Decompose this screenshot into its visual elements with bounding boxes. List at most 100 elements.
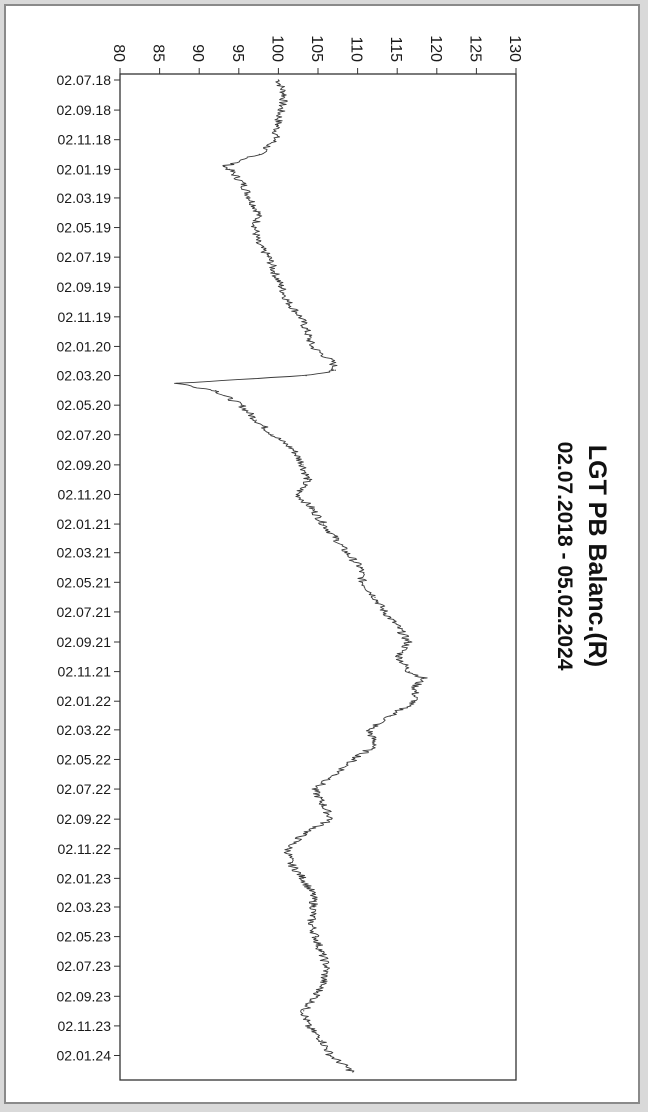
data-point [368,729,370,731]
data-point [310,921,312,923]
data-point [360,567,362,569]
data-point [408,671,410,673]
data-point [422,677,424,679]
series-line [174,79,428,1073]
date-tick-label: 02.11.20 [58,486,112,502]
rotated-line-chart: 80 85 90 95 100 105 110 115 120 125 130 02.07.1802… [57,35,611,1081]
chart-subtitle: 02.07.2018 - 05.02.2024 [553,442,576,671]
data-point [176,382,178,384]
date-tick-label: 02.07.18 [57,72,112,88]
date-tick-label: 02.05.21 [57,574,112,590]
data-point [268,256,270,258]
date-tick-label: 02.01.24 [57,1047,112,1063]
plot-border [119,73,517,1081]
data-point [326,965,328,967]
data-point [272,434,274,436]
data-point [307,478,309,480]
date-tick-label: 02.01.21 [57,516,112,532]
data-point [277,79,279,81]
data-point [306,330,308,332]
date-tick-label: 02.01.19 [57,161,112,177]
data-point [287,848,289,850]
date-tick-label: 02.05.22 [57,751,112,767]
plot-area [119,73,517,1081]
data-point [307,1025,309,1027]
data-point [280,109,282,111]
date-tick-label: 02.07.19 [57,249,112,265]
date-tick-label: 02.09.22 [57,811,112,827]
data-point [300,316,302,318]
data-point [249,197,251,199]
value-tick-label: 80 [110,44,127,62]
data-point [375,744,377,746]
data-point [223,165,226,167]
date-tick-label: 02.05.20 [57,397,112,413]
data-point [352,1071,354,1073]
data-point [383,611,386,613]
value-tick-label: 100 [268,35,285,62]
data-point [258,212,260,214]
data-point [315,936,317,938]
data-point [302,877,304,880]
data-point [303,1010,305,1012]
data-point [330,1054,332,1057]
data-point [315,995,317,997]
value-tick-label: 110 [348,36,365,62]
data-point [374,596,376,599]
date-tick-label: 02.03.23 [57,899,112,915]
value-tick-label: 120 [427,35,444,62]
data-point [398,656,400,658]
date-axis: 02.07.18 02.09.18 02.11.18 02.01.19 02.03.19… [57,72,120,1063]
data-point [322,803,324,805]
series-line-layer [174,79,428,1073]
data-point [353,758,355,761]
data-point [311,345,313,347]
value-tick-label: 85 [150,44,167,62]
data-point [287,301,289,303]
data-point [254,226,256,229]
date-tick-label: 02.09.19 [57,279,112,295]
date-tick-label: 02.03.20 [57,368,112,384]
data-point [296,493,298,496]
data-point [414,685,416,687]
date-tick-label: 02.03.21 [57,545,112,561]
date-tick-label: 02.09.18 [57,102,112,118]
data-point [277,124,279,126]
data-point [292,449,294,451]
date-tick-label: 02.09.21 [57,634,112,650]
data-point [284,94,286,96]
date-tick-label: 02.09.23 [57,988,112,1004]
data-point [311,508,314,510]
data-point [330,818,333,820]
title-group: LGT PB Balanc.(R) 02.07.2018 - 05.02.202… [553,442,611,671]
value-tick-label: 130 [506,35,523,62]
data-point [335,773,337,776]
data-point [320,951,322,953]
date-tick-label: 02.07.23 [57,958,112,974]
value-tick-label: 90 [189,44,206,62]
data-point [334,369,336,371]
date-tick-label: 02.11.21 [58,664,112,680]
data-point [258,153,260,155]
data-point [322,980,325,982]
data-point [289,862,291,864]
data-point [302,464,304,466]
data-point [305,375,307,377]
data-point [345,552,348,554]
date-tick-label: 02.01.20 [57,338,112,354]
data-point [273,271,275,273]
data-point [322,523,325,525]
date-tick-label: 02.03.22 [57,722,112,738]
value-tick-label: 125 [466,35,483,62]
date-tick-label: 02.05.23 [57,929,112,945]
date-tick-label: 02.07.21 [57,604,112,620]
value-tick-label: 105 [308,35,325,62]
date-tick-label: 02.01.22 [57,693,112,709]
data-point [255,419,257,421]
data-point [240,404,242,406]
date-tick-label: 02.11.22 [58,841,112,857]
date-tick-label: 02.01.23 [57,870,112,886]
data-point [321,1039,323,1042]
date-tick-label: 02.11.23 [58,1018,112,1034]
data-point [313,788,315,790]
